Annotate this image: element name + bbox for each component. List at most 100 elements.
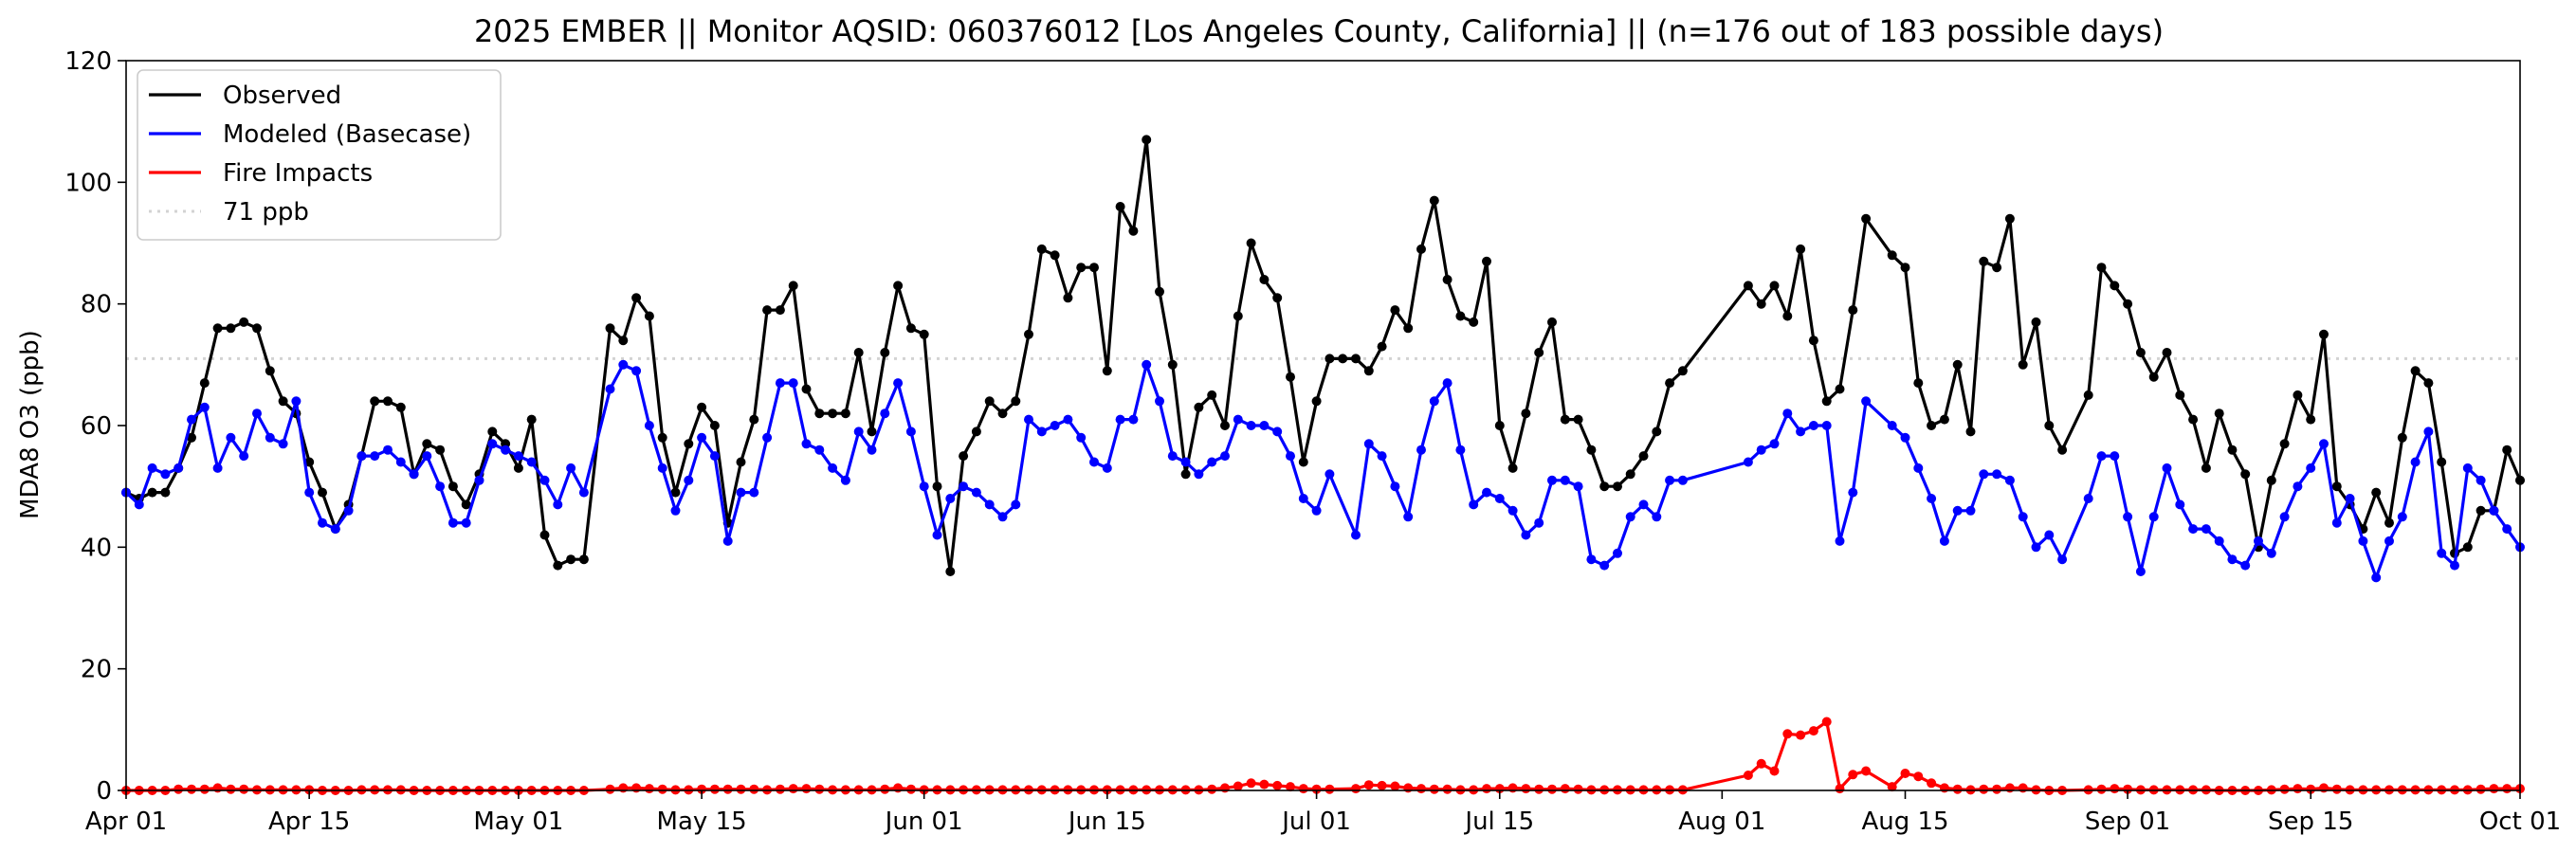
modeled-basecase-point [2018,512,2028,522]
modeled-basecase-point [1808,421,1818,430]
modeled-basecase-point [1063,414,1073,425]
observed-point [212,323,223,334]
y-tick-label: 60 [81,412,112,441]
x-tick-label: Jul 15 [1463,808,1534,836]
modeled-basecase-point [919,481,929,492]
observed-point [383,396,393,407]
modeled-basecase-point [1769,439,1780,449]
modeled-basecase-point [2462,463,2473,473]
modeled-basecase-point [1377,451,1387,462]
observed-point [1142,135,1152,145]
modeled-basecase-point [1534,517,1544,528]
observed-point [2135,348,2146,357]
modeled-basecase-point [893,378,904,389]
modeled-basecase-point [1927,494,1937,503]
fire-impacts-point [749,784,759,794]
modeled-basecase-point [1743,457,1753,467]
observed-point [1965,426,1976,437]
modeled-basecase-point [2437,548,2447,558]
modeled-basecase-point [2450,560,2459,571]
fire-impacts-point [631,783,642,793]
series-observed [121,135,2525,576]
modeled-basecase-point [539,475,550,485]
modeled-basecase-point [1507,505,1518,516]
observed-point [265,366,275,376]
observed-point [893,281,904,291]
modeled-basecase-point [2227,554,2238,565]
modeled-basecase-point [1586,554,1597,565]
modeled-basecase-point [2266,548,2276,558]
fire-impacts-point [2293,784,2303,794]
fire-impacts-point [1796,730,1806,740]
modeled-basecase-point [853,426,864,437]
observed-point [1638,451,1649,462]
fire-impacts-point [239,784,249,794]
observed-point [2476,505,2486,516]
observed-point [880,348,890,357]
modeled-basecase-point [971,487,981,498]
observed-point [422,439,432,449]
fire-impacts-point [2279,784,2290,794]
observed-point [2423,378,2434,389]
fire-impacts-point [788,784,798,794]
modeled-basecase-point [513,451,523,462]
modeled-basecase-point [304,487,315,498]
observed-point [1050,250,1060,261]
fire-impacts-point [1442,784,1452,794]
y-tick-label: 100 [64,169,112,197]
fire-impacts-point [1246,778,1256,789]
fire-impacts-point [736,784,746,794]
observed-point [539,530,550,540]
modeled-basecase-point [566,463,576,473]
modeled-basecase-point [1325,469,1335,480]
observed-point [2004,213,2015,224]
modeled-basecase-point [1613,548,1622,558]
observed-point [1024,329,1033,339]
observed-point [1338,354,1348,364]
fire-impacts-point [1325,784,1335,794]
fire-impacts-point [1952,784,1963,794]
modeled-basecase-point [775,378,785,389]
modeled-basecase-point [867,445,877,455]
fire-impacts-point [697,784,707,794]
fire-impacts-point [1298,784,1308,794]
observed-point [749,414,759,425]
modeled-basecase-point [1482,487,1491,498]
observed-point [1194,402,1204,412]
observed-point [840,408,850,419]
modeled-basecase-point [1939,535,1949,546]
modeled-basecase-point [239,451,249,462]
observed-point [1351,354,1361,364]
observed-point [2279,439,2290,449]
modeled-basecase-point [1155,396,1164,407]
modeled-basecase-point [578,487,589,498]
modeled-basecase-point [1272,426,1283,437]
observed-point [657,432,667,443]
modeled-basecase-point [1560,475,1570,485]
observed-point [1979,256,1989,266]
observed-point [318,487,327,498]
modeled-basecase-point [2162,463,2172,473]
modeled-basecase-point [1848,487,1858,498]
modeled-basecase-point [997,512,1008,522]
x-axis-ticks: Apr 01 Apr 15 May 01 May 15 Jun 01 Jun 15 Jul … [85,790,2561,836]
fire-impacts-point [1377,780,1387,790]
fire-impacts-point [1233,781,1243,791]
observed-point [2162,348,2172,357]
modeled-basecase-point [435,481,446,492]
observed-point [513,463,523,473]
modeled-basecase-point [2306,463,2316,473]
modeled-basecase-point [2096,451,2107,462]
observed-point [526,414,537,425]
observed-point [461,499,471,510]
modeled-basecase-point [1416,445,1426,455]
modeled-basecase-point [1259,421,1270,430]
modeled-basecase-point [2148,512,2159,522]
modeled-basecase-point [631,366,642,376]
observed-point [670,487,681,498]
modeled-basecase-point [134,499,144,510]
observed-point [1821,396,1832,407]
observed-point [566,554,576,565]
observed-point [1155,286,1164,297]
fire-impacts-point [1363,780,1374,790]
